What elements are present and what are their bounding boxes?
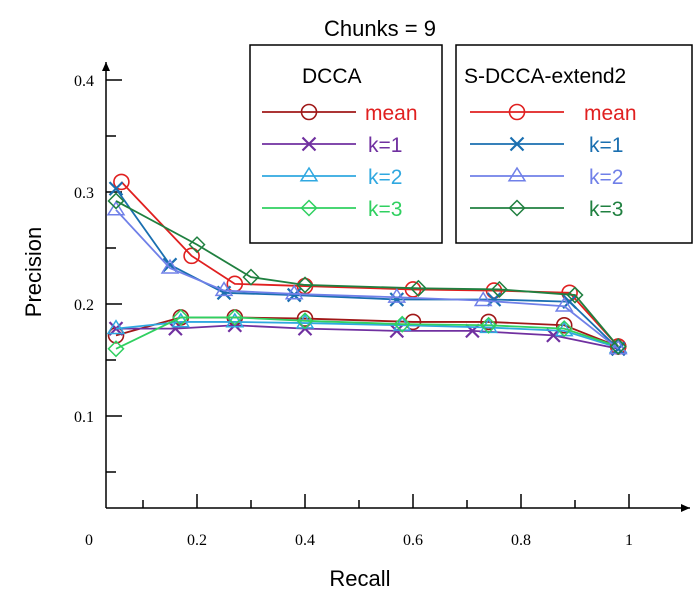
series-line [120,181,619,348]
data-point [566,286,584,304]
data-point [296,310,314,327]
data-point [555,320,573,338]
data-point [296,312,314,330]
data-point [387,287,407,303]
legend-marker [507,166,527,182]
legend-label: k=3 [589,198,623,221]
x-tick-label: 0.6 [403,532,423,549]
legend-label: k=2 [368,166,402,189]
legend-title: DCCA [302,65,362,88]
legend-marker [301,136,317,152]
legend-marker [509,136,525,152]
data-point [404,281,422,298]
data-point [106,319,126,335]
data-point [296,276,314,294]
data-point [473,291,493,307]
y-tick-label: 0.2 [74,297,94,314]
y-axis-arrow [102,62,110,71]
chart-title: Chunks = 9 [324,16,436,41]
data-point [188,236,206,254]
legends: DCCAmeank=1k=2k=3S-DCCA-extend2meank=1k=… [249,44,693,244]
x-tick-label: 0 [85,532,93,549]
series-line [116,324,619,350]
series-line [115,316,619,350]
series-s-dcca-extend2-k3 [107,192,627,356]
legend-label: k=1 [368,134,402,157]
data-point [106,200,126,216]
y-axis-label: Precision [21,227,46,317]
x-axis-label: Recall [329,566,390,591]
x-tick-label: 1 [625,532,633,549]
data-point [107,192,125,210]
series-line [115,209,619,350]
legend-label: mean [584,102,637,125]
series-line [115,200,619,348]
legend-s-dcca-extend2: S-DCCA-extend2 mean k=1 k=2 k=3 [455,44,693,244]
data-point [480,313,497,331]
data-point [609,337,627,356]
legend-label: k=2 [589,166,623,189]
data-point [172,308,190,327]
x-tick-label: 0.2 [187,532,207,549]
data-point [183,247,200,265]
legend-label: k=3 [368,198,402,221]
y-tick-label: 0.3 [74,185,94,202]
data-point [389,323,405,339]
series-dcca-k3 [107,308,627,358]
data-point [480,316,498,334]
data-point [393,315,411,333]
data-point [226,308,244,327]
legend-marker [300,103,318,121]
legend-title: S-DCCA-extend2 [464,65,626,88]
data-point [555,316,573,334]
legend-label: mean [365,102,418,125]
x-tick-label: 0.8 [511,532,531,549]
series-line [115,188,619,350]
legend-marker [300,199,318,217]
legend-marker [299,166,319,182]
data-point [242,268,260,286]
legend-label: k=1 [589,134,623,157]
data-point [107,340,125,358]
series-line [115,321,619,349]
data-point [554,296,574,312]
x-axis-arrow [681,504,690,512]
axes: 0 0.2 0.4 0.6 0.8 1 0.1 0.2 0.3 0.4 [74,62,690,549]
data-point [160,258,180,274]
data-point [284,284,304,300]
y-tick-label: 0.1 [74,409,94,426]
data-point [409,279,427,297]
y-tick-label: 0.4 [74,73,94,90]
series-s-dcca-extend2-k2 [106,200,628,355]
legend-marker [508,199,526,217]
x-tick-label: 0.4 [295,532,315,549]
data-point [214,281,234,297]
legend-marker [508,103,526,121]
data-point [108,181,124,196]
plot-series [106,173,628,358]
data-point [490,280,508,299]
data-point [113,173,130,191]
